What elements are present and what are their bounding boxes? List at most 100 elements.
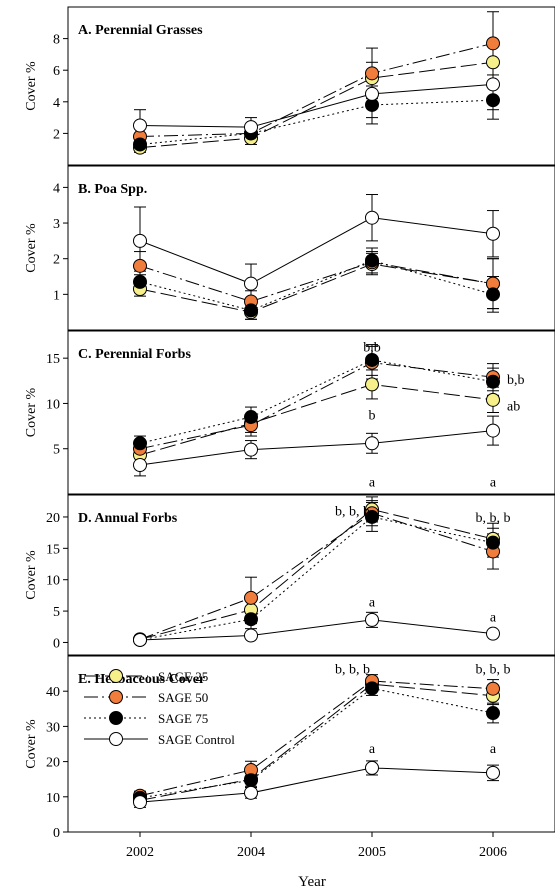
y-axis-title: Cover % bbox=[24, 61, 39, 111]
significance-label: b,b bbox=[507, 373, 525, 388]
data-point bbox=[133, 233, 147, 248]
panel-title: A. Perennial Grasses bbox=[78, 23, 203, 38]
x-tick-label: 2006 bbox=[479, 845, 507, 860]
y-tick-label: 0 bbox=[53, 636, 60, 651]
legend-marker bbox=[109, 669, 123, 683]
series-line bbox=[139, 508, 494, 640]
data-point bbox=[486, 93, 500, 108]
data-point bbox=[244, 785, 258, 800]
y-axis-title: Cover % bbox=[24, 550, 39, 600]
series-line bbox=[139, 259, 494, 311]
series-line bbox=[139, 261, 494, 303]
series-line bbox=[139, 83, 494, 128]
y-tick-label: 4 bbox=[53, 181, 60, 196]
y-tick-label: 10 bbox=[46, 397, 60, 412]
significance-label: b, b, b bbox=[476, 511, 511, 526]
y-tick-label: 2 bbox=[53, 253, 60, 268]
data-point bbox=[244, 410, 258, 425]
y-axis-title: Cover % bbox=[24, 387, 39, 437]
y-tick-label: 20 bbox=[46, 756, 60, 771]
series-line bbox=[139, 61, 494, 149]
data-point bbox=[365, 377, 379, 392]
data-point bbox=[365, 253, 379, 268]
series-line bbox=[139, 217, 494, 285]
x-axis-title: Year bbox=[298, 874, 326, 890]
data-point bbox=[244, 303, 258, 318]
data-point bbox=[486, 287, 500, 302]
y-tick-label: 10 bbox=[46, 574, 60, 589]
y-axis-title: Cover % bbox=[24, 223, 39, 273]
series-line bbox=[139, 619, 494, 641]
x-tick-label: 2005 bbox=[358, 845, 386, 860]
y-tick-label: 5 bbox=[53, 605, 60, 620]
data-point bbox=[486, 765, 500, 780]
series-line bbox=[139, 263, 494, 313]
data-point bbox=[486, 77, 500, 92]
data-point bbox=[133, 274, 147, 289]
series-line bbox=[139, 680, 494, 797]
data-point bbox=[133, 436, 147, 451]
data-point bbox=[365, 681, 379, 696]
panel-frame bbox=[67, 655, 555, 833]
significance-label: b, b, b bbox=[335, 662, 370, 677]
series-line bbox=[139, 430, 494, 466]
panel-frame bbox=[67, 6, 555, 166]
y-tick-label: 40 bbox=[46, 685, 60, 700]
data-point bbox=[244, 276, 258, 291]
data-point bbox=[486, 55, 500, 70]
series-line bbox=[139, 99, 494, 145]
data-point bbox=[133, 458, 147, 473]
significance-label: a bbox=[490, 475, 497, 490]
legend-marker bbox=[109, 690, 123, 704]
panel-title: C. Perennial Forbs bbox=[78, 347, 191, 362]
significance-label: a bbox=[490, 611, 497, 626]
series-line bbox=[139, 42, 494, 138]
data-point bbox=[365, 86, 379, 101]
data-point bbox=[365, 210, 379, 225]
x-tick-label: 2004 bbox=[237, 845, 265, 860]
significance-label: a bbox=[490, 742, 497, 757]
series-line bbox=[139, 383, 494, 456]
panel-title: D. Annual Forbs bbox=[78, 511, 178, 526]
y-tick-label: 15 bbox=[46, 542, 60, 557]
legend-label: SAGE 50 bbox=[158, 690, 208, 705]
y-tick-label: 1 bbox=[53, 288, 60, 303]
legend-label: SAGE 75 bbox=[158, 711, 208, 726]
significance-label: b,b bbox=[363, 340, 381, 355]
series-line bbox=[139, 767, 494, 803]
data-point bbox=[486, 535, 500, 550]
y-tick-label: 20 bbox=[46, 511, 60, 526]
panel-frame bbox=[67, 330, 555, 495]
data-point bbox=[486, 36, 500, 51]
y-tick-label: 5 bbox=[53, 443, 60, 458]
significance-label: b, b, b bbox=[476, 662, 511, 677]
y-tick-label: 15 bbox=[46, 352, 60, 367]
significance-label: b bbox=[369, 408, 376, 423]
data-point bbox=[365, 612, 379, 627]
panel-frame bbox=[67, 494, 555, 656]
data-point bbox=[365, 66, 379, 81]
y-tick-label: 30 bbox=[46, 720, 60, 735]
data-point bbox=[133, 795, 147, 810]
y-tick-label: 0 bbox=[53, 826, 60, 841]
data-point bbox=[365, 436, 379, 451]
data-point bbox=[244, 590, 258, 605]
series-line bbox=[139, 512, 494, 640]
y-tick-label: 3 bbox=[53, 217, 60, 232]
data-point bbox=[486, 681, 500, 696]
y-tick-label: 4 bbox=[53, 96, 60, 111]
data-point bbox=[486, 392, 500, 407]
data-point bbox=[365, 509, 379, 524]
significance-label: a bbox=[369, 742, 376, 757]
y-tick-label: 2 bbox=[53, 127, 60, 142]
significance-label: a bbox=[369, 596, 376, 611]
legend-marker bbox=[109, 711, 123, 725]
series-line bbox=[139, 687, 494, 799]
series-line bbox=[139, 683, 494, 801]
x-tick-label: 2002 bbox=[126, 845, 154, 860]
data-point bbox=[486, 226, 500, 241]
data-point bbox=[244, 612, 258, 627]
y-tick-label: 8 bbox=[53, 33, 60, 48]
data-point bbox=[133, 632, 147, 647]
